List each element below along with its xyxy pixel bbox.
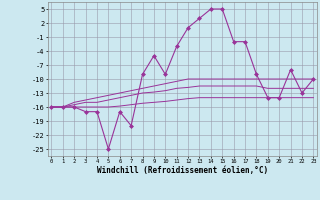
X-axis label: Windchill (Refroidissement éolien,°C): Windchill (Refroidissement éolien,°C) — [97, 166, 268, 175]
